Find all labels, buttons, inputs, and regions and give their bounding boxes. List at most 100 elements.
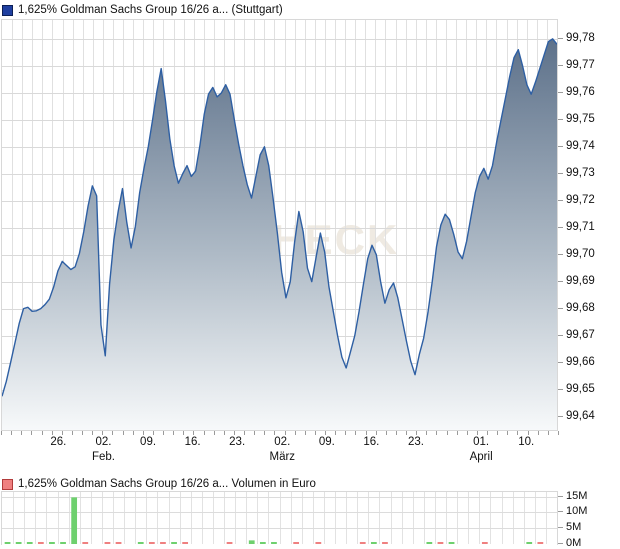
date-x-tick-mark: [214, 431, 215, 435]
date-x-tick-label: 16.: [184, 436, 201, 448]
date-x-tick-label: 09.: [318, 436, 335, 448]
date-x-tick-mark: [366, 431, 367, 435]
date-x-tick-label: 09.: [140, 436, 157, 448]
date-x-tick-mark: [447, 431, 448, 435]
price-y-tick-label: 99,64: [566, 409, 595, 422]
date-x-tick-mark: [254, 431, 255, 435]
date-x-tick-mark: [335, 431, 336, 435]
date-x-tick-mark: [163, 431, 164, 435]
date-x-tick-label: 02.: [274, 436, 291, 448]
date-x-tick-mark: [376, 431, 377, 435]
price-series-swatch-icon: [2, 4, 13, 16]
price-y-tick-mark: [558, 307, 563, 309]
date-x-tick-mark: [345, 431, 346, 435]
price-y-tick-label: 99,69: [566, 274, 595, 287]
price-chart-panel[interactable]: CHECK: [1, 19, 558, 431]
price-y-tick-label: 99,78: [566, 31, 595, 44]
volume-y-tick-label: 5M: [566, 521, 582, 534]
price-y-tick-label: 99,77: [566, 58, 595, 71]
volume-y-tick-label: 10M: [566, 505, 588, 518]
date-x-axis: 26. 02. Feb. 09. 16. 23. 02. März 09. 16. 23. 01. Ap…: [1, 431, 559, 473]
date-x-tick-mark: [315, 431, 316, 435]
price-y-tick-label: 99,67: [566, 328, 595, 341]
date-x-month-label: April: [469, 451, 493, 463]
date-x-tick-label: 10.: [518, 436, 535, 448]
date-x-tick-mark: [416, 431, 417, 435]
date-x-tick-mark: [325, 431, 326, 435]
date-x-tick-mark: [183, 431, 184, 435]
volume-chart-panel[interactable]: [1, 491, 558, 545]
date-x-tick-mark: [274, 431, 275, 435]
price-series-legend[interactable]: 1,625% Goldman Sachs Group 16/26 a... (S…: [2, 2, 283, 18]
date-x-tick-mark: [193, 431, 194, 435]
date-x-tick-mark: [436, 431, 437, 435]
price-chart-svg: [2, 20, 557, 430]
price-y-tick-label: 99,74: [566, 139, 595, 152]
date-x-tick-mark: [204, 431, 205, 435]
date-x-tick-mark: [507, 431, 508, 435]
price-y-tick-mark: [558, 253, 563, 255]
price-y-tick-label: 99,72: [566, 193, 595, 206]
date-x-tick-mark: [11, 431, 12, 435]
date-x-tick-mark: [538, 431, 539, 435]
price-y-tick-mark: [558, 145, 563, 147]
date-x-tick-mark: [153, 431, 154, 435]
price-y-tick-label: 99,70: [566, 247, 595, 260]
volume-y-tick-mark: [558, 543, 563, 544]
price-series-label: 1,625% Goldman Sachs Group 16/26 a... (S…: [18, 3, 283, 16]
price-y-tick-mark: [558, 334, 563, 336]
price-y-tick-label: 99,76: [566, 85, 595, 98]
date-x-tick-mark: [224, 431, 225, 435]
date-x-tick-mark: [517, 431, 518, 435]
date-x-tick-label: 23.: [407, 436, 424, 448]
price-y-tick-mark: [558, 118, 563, 120]
date-x-tick-mark: [386, 431, 387, 435]
date-x-tick-mark: [467, 431, 468, 435]
date-x-tick-mark: [1, 431, 2, 435]
date-x-tick-label: 01.: [473, 436, 490, 448]
price-y-tick-mark: [558, 64, 563, 66]
date-x-tick-mark: [92, 431, 93, 435]
date-x-tick-mark: [477, 431, 478, 435]
price-y-tick-mark: [558, 199, 563, 201]
date-x-tick-mark: [457, 431, 458, 435]
date-x-tick-mark: [234, 431, 235, 435]
volume-chart-svg: [2, 492, 557, 544]
date-x-tick-mark: [82, 431, 83, 435]
date-x-tick-label: 16.: [363, 436, 380, 448]
date-x-tick-mark: [42, 431, 43, 435]
date-x-tick-mark: [396, 431, 397, 435]
date-x-tick-mark: [72, 431, 73, 435]
date-x-tick-mark: [355, 431, 356, 435]
date-x-month-label: März: [269, 451, 296, 463]
volume-series-swatch-icon: [2, 478, 13, 490]
price-y-tick-mark: [558, 388, 563, 390]
date-x-tick-mark: [123, 431, 124, 435]
price-y-tick-mark: [558, 226, 563, 228]
price-y-tick-mark: [558, 37, 563, 39]
date-x-tick-mark: [497, 431, 498, 435]
volume-y-axis: 15M 10M 5M 0M: [558, 485, 620, 549]
price-y-tick-label: 99,65: [566, 382, 595, 395]
date-x-tick-mark: [264, 431, 265, 435]
price-y-tick-mark: [558, 91, 563, 93]
date-x-tick-mark: [528, 431, 529, 435]
date-x-tick-mark: [487, 431, 488, 435]
price-y-tick-label: 99,71: [566, 220, 595, 233]
price-y-tick-mark: [558, 280, 563, 282]
volume-y-tick-mark: [558, 527, 563, 529]
date-x-tick-mark: [173, 431, 174, 435]
date-x-tick-mark: [31, 431, 32, 435]
date-x-tick-label: 26.: [50, 436, 67, 448]
date-x-tick-mark: [305, 431, 306, 435]
price-y-tick-mark: [558, 172, 563, 174]
date-x-tick-mark: [285, 431, 286, 435]
date-x-tick-mark: [558, 431, 559, 435]
volume-y-tick-mark: [558, 511, 563, 513]
date-x-tick-mark: [102, 431, 103, 435]
date-x-tick-mark: [21, 431, 22, 435]
volume-y-tick-label: 0M: [566, 537, 582, 549]
price-y-tick-label: 99,75: [566, 112, 595, 125]
volume-series-legend[interactable]: 1,625% Goldman Sachs Group 16/26 a... Vo…: [2, 476, 316, 492]
